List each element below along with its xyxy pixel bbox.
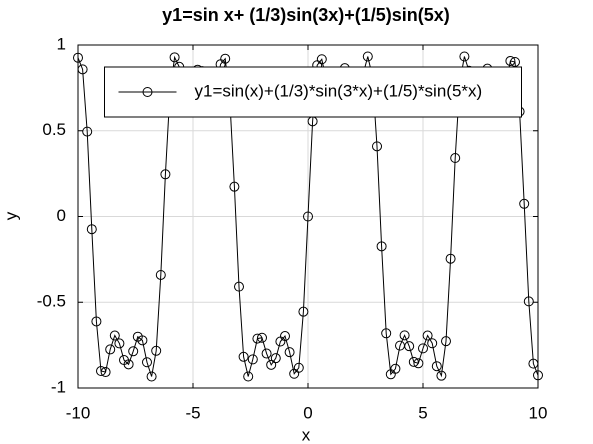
data-point [404, 341, 415, 352]
y-tick-label: -1 [51, 377, 66, 396]
y-tick-label: -0.5 [37, 292, 66, 311]
data-point [280, 331, 290, 342]
data-point [151, 345, 162, 356]
data-point [427, 338, 438, 349]
data-point [261, 348, 272, 359]
data-point [160, 169, 171, 180]
data-point [523, 296, 534, 307]
data-point [91, 316, 102, 327]
data-point [100, 367, 111, 378]
data-point [399, 330, 410, 341]
data-point [362, 51, 373, 62]
data-point [441, 336, 451, 347]
data-point [252, 333, 263, 344]
data-point [82, 126, 93, 137]
x-tick-label: -10 [66, 403, 91, 422]
data-point [431, 361, 442, 372]
data-point [243, 371, 254, 382]
data-point [109, 330, 120, 341]
y-axis-label: y [1, 211, 20, 220]
data-point [372, 141, 382, 152]
y-tick-label: 0.5 [42, 120, 66, 139]
data-point [445, 253, 456, 264]
data-point [450, 153, 461, 164]
data-point [123, 359, 134, 370]
data-point [169, 52, 180, 63]
data-point [293, 362, 304, 373]
data-point [303, 211, 313, 222]
data-point [510, 56, 520, 67]
x-tick-label: 10 [529, 403, 548, 422]
data-point [229, 181, 240, 192]
data-point [519, 198, 530, 209]
x-tick-label: 5 [418, 403, 427, 422]
data-point [436, 370, 447, 381]
data-point [146, 371, 157, 382]
data-point [418, 343, 428, 354]
data-point [376, 241, 387, 252]
data-point [422, 330, 433, 341]
data-point [114, 338, 125, 349]
y-tick-label: 1 [57, 34, 66, 53]
data-point [220, 53, 231, 64]
data-point [105, 344, 116, 355]
x-tick-label: 0 [303, 403, 312, 422]
y-tick-label: 0 [57, 206, 66, 225]
data-point [86, 224, 97, 235]
data-point [266, 359, 277, 370]
data-point [128, 346, 139, 357]
legend-marker [142, 87, 153, 97]
data-point [298, 306, 309, 317]
data-point [505, 55, 516, 66]
x-tick-label: -5 [185, 403, 200, 422]
legend-label: y1=sin(x)+(1/3)*sin(3*x)+(1/5)*sin(5*x) [195, 81, 483, 100]
data-point [247, 354, 258, 365]
data-point [459, 51, 470, 62]
x-axis-label: x [302, 425, 311, 444]
chart-title: y1=sin x+ (1/3)sin(3x)+(1/5)sin(5x) [162, 5, 450, 25]
data-point [137, 335, 148, 346]
data-point [238, 351, 249, 362]
data-point [381, 328, 392, 339]
data-point [316, 54, 327, 65]
data-point [155, 269, 166, 280]
data-point [234, 281, 244, 292]
data-point [390, 363, 401, 374]
data-point [270, 353, 281, 364]
data-point [142, 357, 152, 368]
data-point [284, 347, 295, 358]
legend: y1=sin(x)+(1/3)*sin(3*x)+(1/5)*sin(5*x) [104, 66, 522, 118]
data-point [408, 356, 419, 367]
data-point [96, 366, 106, 377]
data-point [257, 332, 267, 343]
data-point [413, 358, 424, 369]
